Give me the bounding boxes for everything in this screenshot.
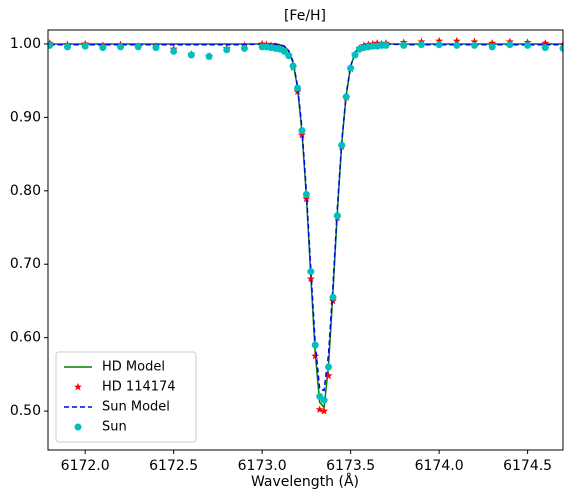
series-line	[49, 43, 563, 392]
circle-marker	[302, 190, 310, 198]
circle-marker	[280, 47, 288, 55]
axes-frame	[47, 29, 564, 451]
x-tick-label: 6173.5	[326, 458, 375, 474]
star-marker	[311, 351, 320, 360]
y-tick-label: 0.70	[10, 256, 41, 272]
x-axis-label: Wavelength (Å)	[251, 473, 359, 490]
legend-marker	[74, 423, 82, 431]
circle-marker	[81, 42, 89, 50]
star-marker	[324, 371, 333, 380]
circle-marker	[435, 41, 443, 49]
x-tick-label: 6174.5	[503, 458, 552, 474]
circle-marker	[524, 41, 532, 49]
circle-marker	[400, 41, 408, 49]
star-marker	[306, 274, 315, 283]
star-marker	[452, 36, 461, 45]
circle-marker	[488, 43, 496, 51]
circle-marker	[338, 141, 346, 149]
circle-marker	[342, 93, 350, 101]
circle-marker	[382, 41, 390, 49]
circle-marker	[506, 41, 514, 49]
circle-marker	[117, 43, 125, 51]
circle-marker	[347, 64, 355, 72]
circle-marker	[351, 51, 359, 59]
y-tick-label: 0.80	[10, 183, 41, 199]
circle-marker	[298, 127, 306, 135]
circle-marker	[187, 51, 195, 59]
circle-marker	[325, 363, 333, 371]
circle-marker	[329, 293, 337, 301]
star-marker	[302, 194, 311, 203]
star-marker	[488, 39, 497, 47]
legend-label: Sun Model	[102, 400, 170, 415]
star-marker	[320, 406, 329, 415]
circle-marker	[320, 396, 328, 404]
circle-marker	[307, 268, 315, 276]
y-tick-label: 0.50	[10, 403, 41, 419]
circle-marker	[170, 47, 178, 55]
circle-marker	[289, 62, 297, 70]
plot-area	[48, 36, 563, 415]
circle-marker	[417, 41, 425, 49]
circle-marker	[541, 44, 549, 52]
legend-marker	[74, 382, 82, 391]
legend-label: Sun	[102, 420, 127, 435]
circle-marker	[471, 41, 479, 49]
y-tick-label: 0.60	[10, 330, 41, 346]
circle-marker	[453, 41, 461, 49]
circle-marker	[223, 46, 231, 54]
circle-marker	[559, 44, 563, 52]
circle-marker	[311, 341, 319, 349]
y-tick-label: 0.90	[10, 109, 41, 125]
circle-marker	[152, 44, 160, 52]
circle-marker	[240, 44, 248, 52]
circle-marker	[48, 41, 54, 49]
x-tick-label: 6173.0	[238, 458, 287, 474]
circle-marker	[285, 52, 293, 60]
circle-marker	[333, 212, 341, 220]
legend-box	[55, 351, 197, 443]
x-tick-label: 6172.5	[149, 458, 198, 474]
chart-title: [Fe/H]	[284, 8, 326, 24]
circle-marker	[99, 44, 107, 52]
star-marker	[297, 130, 306, 139]
star-marker	[315, 405, 324, 414]
legend-label: HD 114174	[102, 380, 176, 395]
star-marker	[435, 36, 444, 45]
circle-marker	[205, 52, 213, 60]
circle-marker	[134, 43, 142, 51]
star-marker	[470, 37, 479, 46]
legend-label: HD Model	[102, 360, 165, 375]
x-tick-label: 6174.0	[415, 458, 464, 474]
circle-marker	[63, 43, 71, 51]
star-marker	[541, 39, 550, 47]
circle-marker	[294, 84, 302, 92]
x-tick-label: 6172.0	[61, 458, 110, 474]
y-tick-label: 1.00	[10, 36, 41, 52]
